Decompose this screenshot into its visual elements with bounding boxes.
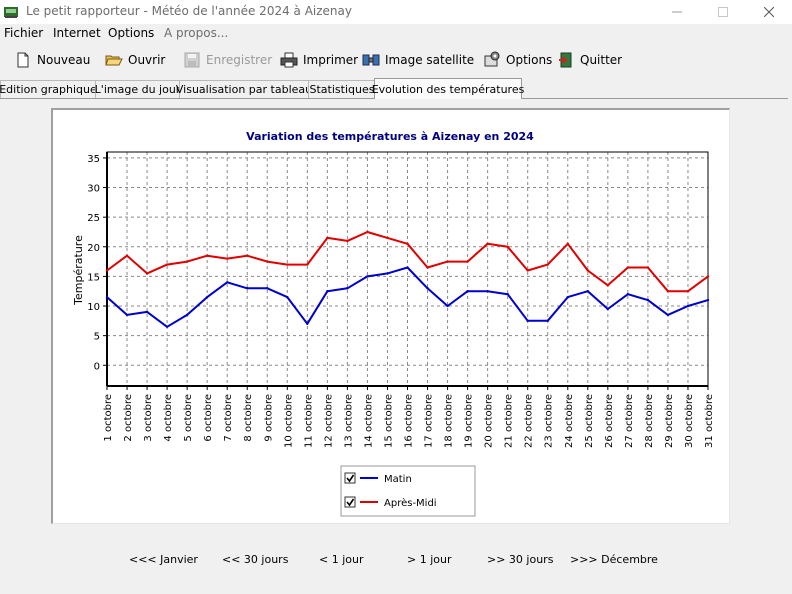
close-icon: [764, 7, 774, 17]
menu-bar: Fichier Internet Options A propos...: [0, 24, 792, 43]
tab-visualisation-tableau[interactable]: Visualisation par tableau: [176, 80, 312, 98]
tab-image-du-jour[interactable]: L'image du jour: [95, 80, 180, 98]
options-label: Options: [506, 53, 553, 67]
title-bar: Le petit rapporteur - Météo de l'année 2…: [0, 0, 792, 24]
menu-options[interactable]: Options: [108, 26, 155, 40]
nav-decembre[interactable]: >>> Décembre: [570, 553, 658, 566]
menu-fichier[interactable]: Fichier: [4, 26, 44, 40]
image-satellite-button[interactable]: Image satellite: [362, 49, 494, 71]
toolbar: Nouveau Ouvrir Enregistrer Imprimer Imag…: [0, 46, 792, 74]
minimize-button[interactable]: [654, 0, 700, 24]
nav-janvier[interactable]: <<< Janvier: [129, 553, 198, 566]
printer-icon: [280, 52, 298, 68]
quitter-button[interactable]: Quitter: [557, 49, 622, 71]
window-title: Le petit rapporteur - Météo de l'année 2…: [26, 4, 352, 18]
tab-strip: Edition graphique L'image du jour Visual…: [0, 78, 792, 99]
imprimer-label: Imprimer: [303, 53, 359, 67]
quitter-label: Quitter: [580, 53, 623, 67]
menu-a-propos[interactable]: A propos...: [164, 26, 229, 40]
image-satellite-label: Image satellite: [385, 53, 475, 67]
tab-edition-graphique[interactable]: Edition graphique: [0, 80, 97, 98]
options-button[interactable]: Options: [483, 49, 552, 71]
ouvrir-label: Ouvrir: [128, 53, 166, 67]
chart-frame: [51, 108, 730, 524]
tab-evolution-temperatures[interactable]: Evolution des températures: [372, 78, 524, 99]
menu-internet[interactable]: Internet: [53, 26, 101, 40]
nav-minus-30[interactable]: << 30 jours: [222, 553, 289, 566]
ouvrir-button[interactable]: Ouvrir: [105, 49, 165, 71]
new-file-icon: [17, 52, 29, 68]
nav-plus-30[interactable]: >> 30 jours: [487, 553, 554, 566]
enregistrer-label: Enregistrer: [206, 53, 273, 67]
close-button[interactable]: [746, 0, 792, 24]
maximize-button[interactable]: [700, 0, 746, 24]
nav-minus-1[interactable]: < 1 jour: [319, 553, 364, 566]
enregistrer-button[interactable]: Enregistrer: [183, 49, 272, 71]
options-icon: [484, 51, 500, 67]
tab-statistiques[interactable]: Statistiques: [308, 80, 376, 98]
maximize-icon: [718, 7, 728, 17]
nouveau-button[interactable]: Nouveau: [14, 49, 90, 71]
open-folder-icon: [105, 55, 123, 66]
minimize-icon: [672, 11, 682, 13]
save-icon: [184, 52, 200, 68]
nav-plus-1[interactable]: > 1 jour: [407, 553, 452, 566]
imprimer-button[interactable]: Imprimer: [280, 49, 358, 71]
exit-door-icon: [559, 52, 572, 68]
app-icon: [4, 7, 18, 18]
nouveau-label: Nouveau: [37, 53, 91, 67]
satellite-icon: [362, 54, 380, 66]
